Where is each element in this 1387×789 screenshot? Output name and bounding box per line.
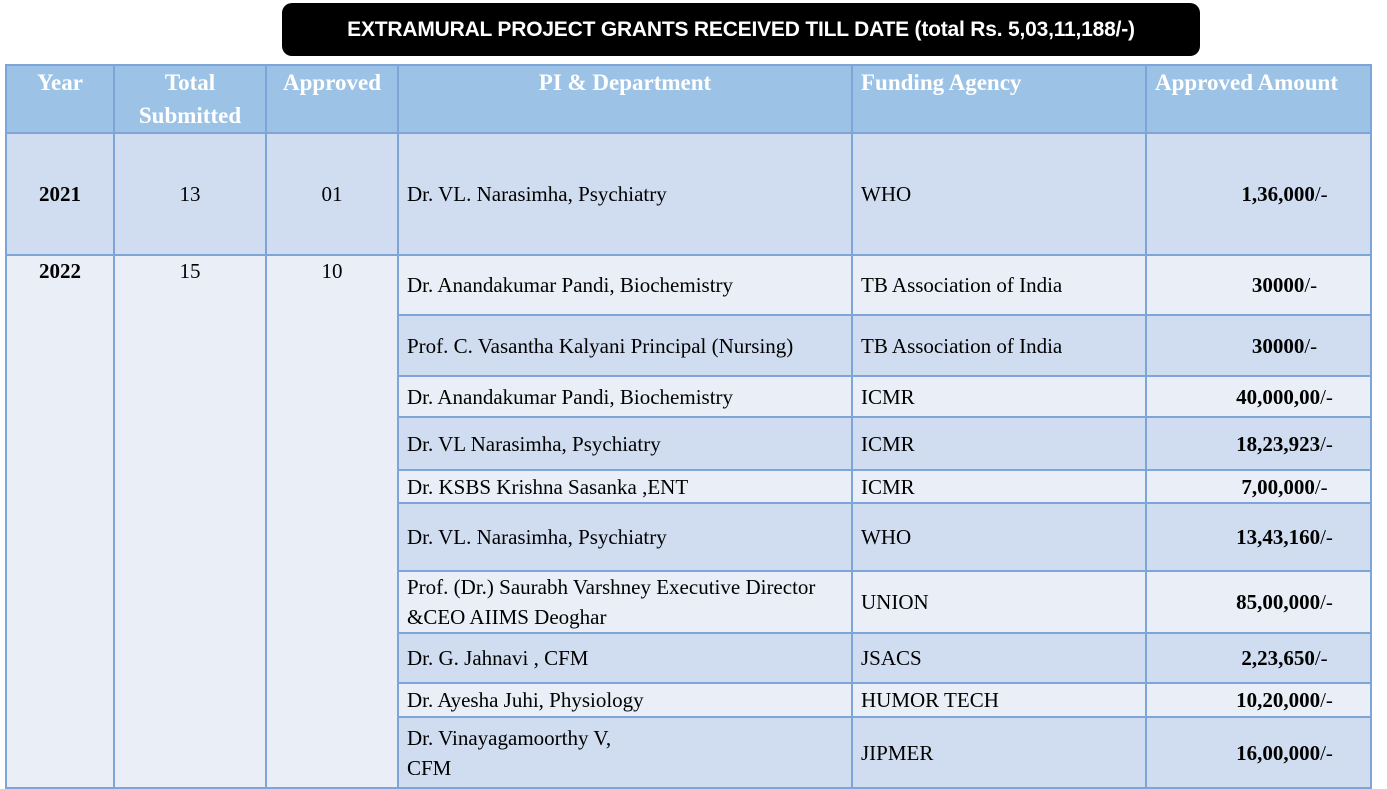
table-row: Dr. Vinayagamoorthy V, CFM JIPMER 16,00,… bbox=[6, 716, 1372, 789]
pi-cell: Dr. VL. Narasimha, Psychiatry bbox=[397, 502, 853, 572]
pi-cell: Prof. (Dr.) Saurabh Varshney Executive D… bbox=[397, 570, 853, 634]
approved-cell: 01 bbox=[265, 132, 399, 256]
agency-cell: ICMR bbox=[851, 375, 1147, 418]
header-approved-amount: Approved Amount bbox=[1145, 64, 1372, 134]
amount-cell: 1,36,000/- bbox=[1145, 132, 1372, 256]
amount-value: 30000 bbox=[1251, 273, 1305, 297]
approved-cell: 10 bbox=[265, 254, 399, 789]
amount-cell: 7,00,000/- bbox=[1145, 469, 1372, 504]
table-row: Dr. Ayesha Juhi, Physiology HUMOR TECH 1… bbox=[6, 682, 1372, 718]
table-row: Dr. VL. Narasimha, Psychiatry WHO 13,43,… bbox=[6, 502, 1372, 572]
header-row: Year Total Submitted Approved PI & Depar… bbox=[5, 64, 1372, 134]
amount-suffix: /- bbox=[1320, 525, 1333, 549]
total-submitted-cell: 13 bbox=[113, 132, 267, 256]
amount-cell: 40,000,00/- bbox=[1145, 375, 1372, 418]
table-row: Dr. VL Narasimha, Psychiatry ICMR 18,23,… bbox=[6, 416, 1372, 471]
amount-suffix: /- bbox=[1304, 273, 1318, 297]
pi-cell: Prof. C. Vasantha Kalyani Principal (Nur… bbox=[397, 314, 853, 377]
table-row: Dr. G. Jahnavi , CFM JSACS 2,23,650/- bbox=[6, 632, 1372, 684]
year-cell: 2022 bbox=[5, 254, 115, 789]
header-pi-department: PI & Department bbox=[397, 64, 853, 134]
amount-suffix: /- bbox=[1304, 333, 1318, 358]
agency-cell: UNION bbox=[851, 570, 1147, 634]
pi-cell: Dr. Anandakumar Pandi, Biochemistry bbox=[397, 254, 853, 316]
header-year: Year bbox=[5, 64, 115, 134]
amount-value: 7,00,000 bbox=[1241, 474, 1315, 499]
amount-cell: 2,23,650/- bbox=[1145, 632, 1372, 684]
table-row: 2022 15 10 Dr. Anandakumar Pandi, Bioche… bbox=[5, 254, 1372, 789]
amount-suffix: /- bbox=[1314, 474, 1328, 499]
amount-value: 10,20,000 bbox=[1236, 688, 1321, 712]
agency-cell: TB Association of India bbox=[851, 314, 1147, 377]
agency-cell: HUMOR TECH bbox=[851, 682, 1147, 718]
header-total-submitted: Total Submitted bbox=[113, 64, 267, 134]
agency-cell: JSACS bbox=[851, 632, 1147, 684]
agency-cell: TB Association of India bbox=[851, 254, 1147, 316]
amount-suffix: /- bbox=[1314, 646, 1328, 670]
header-funding-agency: Funding Agency bbox=[851, 64, 1147, 134]
pi-text: Dr. Vinayagamoorthy V, CFM bbox=[407, 725, 612, 780]
pi-cell: Dr. Vinayagamoorthy V, CFM bbox=[397, 716, 853, 789]
grants-table: Year Total Submitted Approved PI & Depar… bbox=[5, 64, 1372, 789]
pi-cell: Dr. Ayesha Juhi, Physiology bbox=[397, 682, 853, 718]
agency-cell: JIPMER bbox=[851, 716, 1147, 789]
table-row: Dr. KSBS Krishna Sasanka ,ENT ICMR 7,00,… bbox=[6, 469, 1372, 504]
pi-cell: Dr. G. Jahnavi , CFM bbox=[397, 632, 853, 684]
agency-cell: ICMR bbox=[851, 416, 1147, 471]
amount-suffix: /- bbox=[1320, 740, 1333, 765]
amount-value: 16,00,000 bbox=[1236, 740, 1321, 765]
amount-cell: 10,20,000/- bbox=[1145, 682, 1372, 718]
amount-suffix: /- bbox=[1320, 590, 1333, 614]
amount-value: 2,23,650 bbox=[1241, 646, 1315, 670]
amount-suffix: /- bbox=[1320, 384, 1333, 409]
page-title: EXTRAMURAL PROJECT GRANTS RECEIVED TILL … bbox=[347, 17, 1135, 41]
page-title-banner: EXTRAMURAL PROJECT GRANTS RECEIVED TILL … bbox=[282, 3, 1200, 56]
amount-cell: 85,00,000/- bbox=[1145, 570, 1372, 634]
pi-cell: Dr. VL Narasimha, Psychiatry bbox=[397, 416, 853, 471]
amount-suffix: /- bbox=[1320, 688, 1333, 712]
pi-cell: Dr. VL. Narasimha, Psychiatry bbox=[397, 132, 853, 256]
amount-value: 13,43,160 bbox=[1236, 525, 1321, 549]
header-approved: Approved bbox=[265, 64, 399, 134]
agency-cell: WHO bbox=[851, 132, 1147, 256]
amount-cell: 13,43,160/- bbox=[1145, 502, 1372, 572]
table-row: Dr. Anandakumar Pandi, Biochemistry ICMR… bbox=[6, 375, 1372, 418]
table-row: 2021 13 01 Dr. VL. Narasimha, Psychiatry… bbox=[5, 132, 1372, 256]
amount-cell: 30000/- bbox=[1145, 254, 1372, 316]
amount-cell: 30000/- bbox=[1145, 314, 1372, 377]
amount-suffix: /- bbox=[1314, 182, 1328, 206]
amount-value: 85,00,000 bbox=[1236, 590, 1321, 614]
pi-cell: Dr. KSBS Krishna Sasanka ,ENT bbox=[397, 469, 853, 504]
amount-value: 18,23,923 bbox=[1236, 431, 1321, 456]
year-cell: 2021 bbox=[5, 132, 115, 256]
amount-cell: 18,23,923/- bbox=[1145, 416, 1372, 471]
amount-value: 1,36,000 bbox=[1241, 182, 1315, 206]
pi-cell: Dr. Anandakumar Pandi, Biochemistry bbox=[397, 375, 853, 418]
amount-cell: 16,00,000/- bbox=[1145, 716, 1372, 789]
amount-value: 40,000,00 bbox=[1236, 384, 1321, 409]
agency-cell: ICMR bbox=[851, 469, 1147, 504]
total-submitted-cell: 15 bbox=[113, 254, 267, 789]
table-row: Prof. (Dr.) Saurabh Varshney Executive D… bbox=[6, 570, 1372, 634]
amount-suffix: /- bbox=[1320, 431, 1333, 456]
table-row: Prof. C. Vasantha Kalyani Principal (Nur… bbox=[6, 314, 1372, 377]
amount-value: 30000 bbox=[1251, 333, 1305, 358]
agency-cell: WHO bbox=[851, 502, 1147, 572]
